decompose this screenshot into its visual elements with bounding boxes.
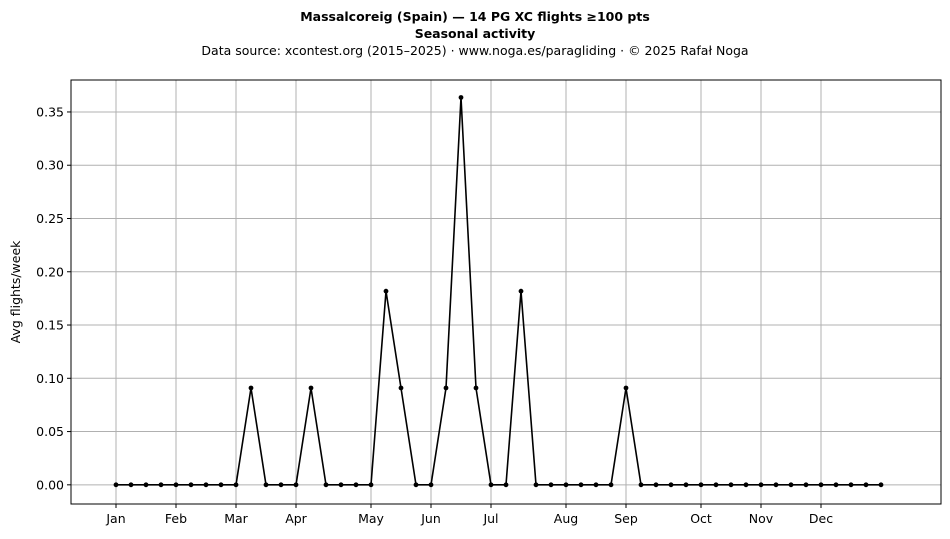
data-point [833, 482, 839, 488]
y-tick-label: 0.25 [36, 211, 64, 226]
data-source-note: Data source: xcontest.org (2015–2025) · … [201, 43, 749, 58]
data-point [698, 482, 704, 488]
x-axis: Jan Feb Mar Apr May Jun Jul Aug Sep Oct Nov Dec [105, 504, 833, 526]
data-point-group [113, 95, 884, 488]
data-point [608, 482, 614, 488]
data-point [128, 482, 134, 488]
data-point [653, 482, 659, 488]
y-tick-label: 0.05 [36, 424, 64, 439]
data-point [233, 482, 239, 488]
data-point [143, 482, 149, 488]
x-tick-label: Oct [690, 511, 712, 526]
x-tick-label: Nov [749, 511, 774, 526]
data-point [308, 385, 314, 391]
y-tick-label: 0.15 [36, 318, 64, 333]
data-point [773, 482, 779, 488]
data-point [713, 482, 719, 488]
y-tick-label: 0.10 [36, 371, 64, 386]
data-point [113, 482, 119, 488]
data-point [728, 482, 734, 488]
data-point [803, 482, 809, 488]
data-point [758, 482, 764, 488]
data-point [413, 482, 419, 488]
x-tick-label: Apr [285, 511, 307, 526]
series-line-group [116, 96, 881, 486]
data-point [368, 482, 374, 488]
data-point [548, 482, 554, 488]
data-point [293, 482, 299, 488]
data-point [173, 482, 179, 488]
plot-frame [70, 79, 942, 505]
data-point [218, 482, 224, 488]
data-point [623, 385, 629, 391]
y-tick-label: 0.20 [36, 264, 64, 279]
chart-header: Massalcoreig (Spain) — 14 PG XC flights … [0, 8, 950, 59]
chart-subtitle: Seasonal activity [414, 26, 536, 41]
series-line [116, 96, 881, 486]
data-point [818, 482, 824, 488]
data-point [563, 482, 569, 488]
data-point [248, 385, 254, 391]
data-point [428, 482, 434, 488]
data-point [263, 482, 269, 488]
data-point [203, 482, 209, 488]
x-tick-label: Sep [614, 511, 638, 526]
data-point [278, 482, 284, 488]
x-tick-label: Feb [165, 511, 187, 526]
data-point [323, 482, 329, 488]
data-point [533, 482, 539, 488]
data-point [683, 482, 689, 488]
data-point [668, 482, 674, 488]
data-point [353, 482, 359, 488]
data-point [878, 482, 884, 488]
x-tick-label: Dec [809, 511, 833, 526]
data-point [398, 385, 404, 391]
grid [71, 80, 941, 504]
data-point [473, 385, 479, 391]
data-point [188, 482, 194, 488]
y-tick-label: 0.35 [36, 104, 64, 119]
x-tick-label: Jul [482, 511, 498, 526]
x-tick-label: Aug [554, 511, 578, 526]
data-point [848, 482, 854, 488]
data-point [578, 482, 584, 488]
x-tick-label: Jun [420, 511, 441, 526]
data-point [488, 482, 494, 488]
chart-title: Massalcoreig (Spain) — 14 PG XC flights … [300, 9, 650, 24]
data-point [458, 95, 464, 100]
x-tick-label: Mar [224, 511, 248, 526]
data-point [638, 482, 644, 488]
data-point [443, 385, 449, 391]
data-point [788, 482, 794, 488]
x-tick-label: Jan [105, 511, 125, 526]
y-tick-label: 0.00 [36, 477, 64, 492]
data-point [338, 482, 344, 488]
y-tick-label: 0.30 [36, 158, 64, 173]
y-axis-label: Avg flights/week [8, 240, 23, 344]
data-point [383, 288, 389, 294]
data-point [503, 482, 509, 488]
data-point [158, 482, 164, 488]
data-point [743, 482, 749, 488]
x-tick-label: May [358, 511, 384, 526]
data-point [518, 288, 524, 294]
data-point [863, 482, 869, 488]
y-axis: 0.00 0.05 0.10 0.15 0.20 0.25 0.30 0.35 [36, 104, 71, 492]
data-point [593, 482, 599, 488]
